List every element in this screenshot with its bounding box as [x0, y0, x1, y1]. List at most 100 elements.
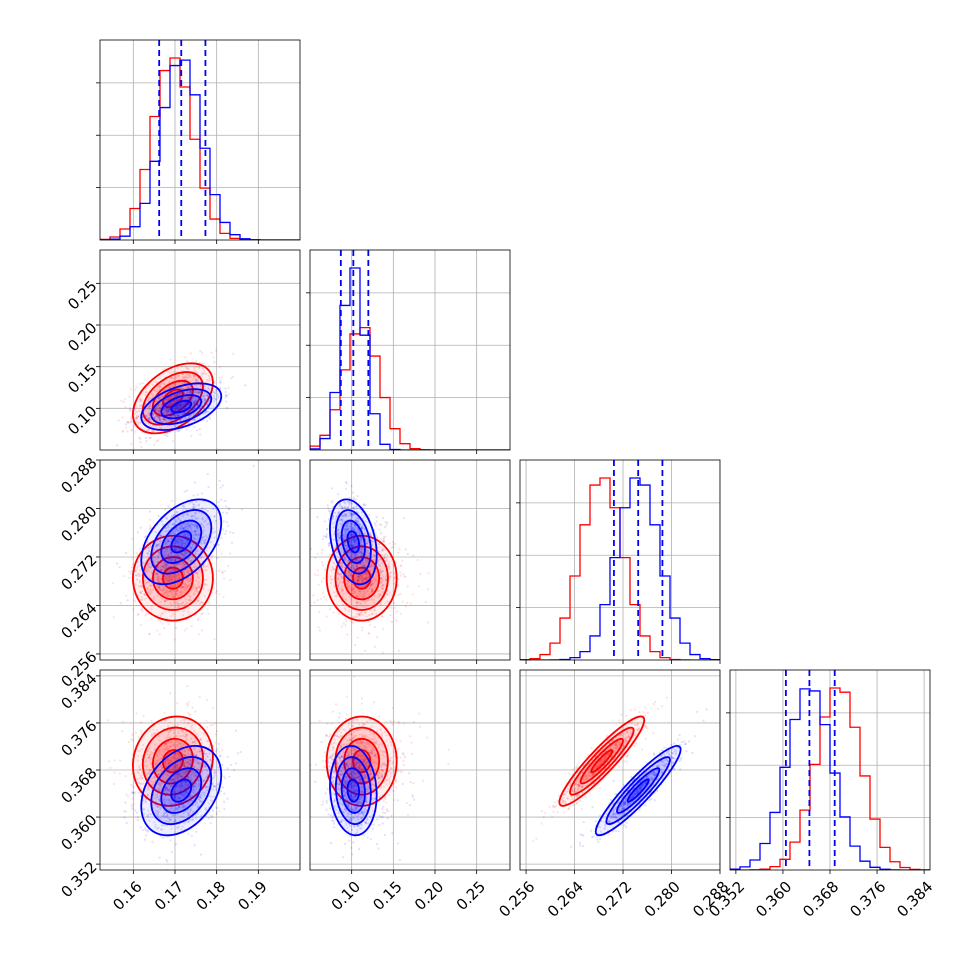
scatter-point: [196, 599, 199, 602]
scatter-point: [377, 559, 380, 562]
scatter-point: [136, 554, 139, 557]
scatter-point: [185, 548, 188, 551]
scatter-point: [358, 613, 361, 617]
scatter-point: [355, 498, 358, 501]
scatter-point: [214, 591, 217, 595]
scatter-point: [175, 519, 178, 522]
scatter-point: [310, 547, 313, 550]
scatter-point: [188, 425, 191, 428]
scatter-point: [141, 475, 143, 477]
scatter-point: [158, 586, 161, 589]
scatter-point: [165, 405, 168, 408]
scatter-point: [163, 553, 166, 556]
scatter-point: [193, 529, 196, 532]
scatter-point: [196, 392, 199, 395]
scatter-point: [352, 591, 356, 594]
scatter-point: [202, 564, 205, 567]
scatter-point: [192, 503, 195, 506]
scatter-point: [161, 395, 164, 398]
scatter-point: [166, 425, 169, 428]
scatter-point: [149, 526, 152, 529]
scatter-point: [171, 523, 174, 526]
scatter-point: [213, 372, 216, 375]
scatter-point: [354, 529, 357, 532]
scatter-point: [370, 565, 373, 568]
scatter-point: [399, 571, 402, 574]
scatter-point: [314, 573, 317, 576]
scatter-point: [319, 597, 323, 600]
scatter-point: [203, 822, 206, 825]
scatter-point: [200, 406, 204, 409]
scatter-point: [207, 589, 210, 592]
scatter-point: [194, 587, 198, 590]
scatter-point: [352, 533, 355, 536]
scatter-point: [191, 418, 195, 421]
scatter-point: [170, 403, 173, 406]
scatter-point: [197, 392, 200, 395]
scatter-point: [182, 553, 186, 556]
scatter-point: [351, 592, 354, 595]
scatter-point: [159, 596, 162, 599]
scatter-point: [392, 601, 395, 605]
scatter-point: [351, 527, 354, 530]
scatter-point: [194, 384, 197, 387]
scatter-point: [355, 560, 358, 563]
scatter-point: [155, 564, 158, 567]
scatter-point: [150, 605, 153, 608]
scatter-point: [374, 524, 377, 527]
scatter-point: [214, 389, 218, 392]
scatter-point: [381, 627, 385, 630]
scatter-point: [389, 571, 392, 574]
scatter-point: [364, 565, 367, 569]
scatter-point: [399, 592, 402, 595]
scatter-point: [162, 566, 165, 569]
scatter-point: [139, 592, 143, 595]
scatter-point: [201, 518, 204, 521]
scatter-point: [385, 600, 389, 603]
scatter-point: [364, 649, 367, 653]
scatter-point: [225, 406, 229, 410]
scatter-point: [212, 406, 215, 409]
scatter-point: [374, 532, 377, 535]
scatter-point: [187, 513, 190, 517]
scatter-point: [148, 406, 151, 409]
scatter-point: [365, 600, 368, 603]
scatter-point: [199, 408, 202, 411]
scatter-point: [178, 542, 182, 545]
scatter-point: [192, 494, 195, 497]
scatter-point: [349, 538, 352, 541]
scatter-point: [321, 591, 325, 594]
scatter-point: [178, 547, 181, 550]
scatter-point: [177, 388, 180, 392]
scatter-point: [388, 591, 391, 594]
scatter-point: [350, 598, 353, 601]
scatter-point: [355, 553, 358, 556]
scatter-point: [185, 601, 188, 604]
density-fill-red: [132, 535, 213, 621]
scatter-point: [340, 550, 343, 553]
scatter-point: [358, 614, 362, 617]
scatter-point: [160, 568, 163, 572]
scatter-point: [368, 623, 371, 626]
scatter-point: [182, 535, 185, 538]
scatter-point: [350, 536, 353, 539]
scatter-point: [367, 540, 370, 543]
scatter-point: [345, 547, 348, 550]
scatter-point: [167, 579, 170, 582]
scatter-point: [202, 539, 205, 542]
scatter-point: [160, 404, 164, 407]
scatter-point: [377, 595, 380, 599]
scatter-point: [344, 525, 347, 528]
scatter-point: [193, 506, 196, 510]
scatter-point: [345, 487, 348, 490]
scatter-point: [200, 555, 203, 559]
scatter-point: [369, 533, 372, 536]
scatter-point: [163, 599, 167, 603]
scatter-point: [186, 684, 189, 688]
scatter-point: [194, 542, 198, 545]
scatter-point: [161, 381, 164, 385]
scatter-point: [143, 578, 146, 582]
scatter-point: [188, 391, 191, 395]
scatter-point: [384, 520, 387, 524]
scatter-point: [158, 409, 161, 412]
